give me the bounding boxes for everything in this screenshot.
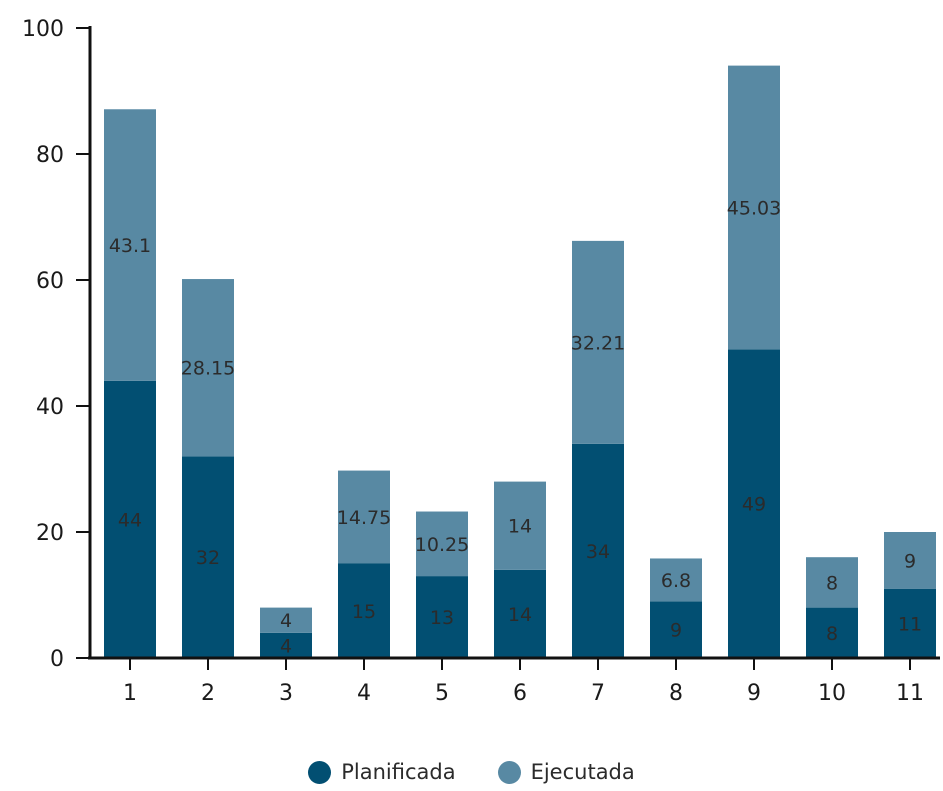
- data-label-ejecutada-2: 28.15: [181, 358, 235, 380]
- bar-ejecutada-10: [806, 557, 858, 608]
- bar-planificada-9: [728, 349, 780, 658]
- data-label-planificada-3: 4: [280, 635, 292, 657]
- x-tick-label-5: 5: [435, 681, 449, 706]
- bar-ejecutada-2: [182, 279, 234, 457]
- y-tick-label-20: 20: [36, 521, 64, 546]
- data-label-ejecutada-9: 45.03: [727, 197, 781, 219]
- x-tick-label-2: 2: [201, 681, 215, 706]
- x-tick-label-8: 8: [669, 681, 683, 706]
- bar-planificada-10: [806, 607, 858, 658]
- x-tick-label-1: 1: [123, 681, 137, 706]
- bar-ejecutada-5: [416, 511, 468, 577]
- data-label-planificada-1: 44: [118, 509, 142, 531]
- bar-ejecutada-9: [728, 65, 780, 350]
- y-tick-label-0: 0: [50, 647, 64, 672]
- bar-planificada-4: [338, 563, 390, 658]
- x-tick-label-9: 9: [747, 681, 761, 706]
- legend-label-planificada: Planificada: [341, 760, 456, 784]
- data-label-ejecutada-5: 10.25: [415, 534, 469, 556]
- legend-label-ejecutada: Ejecutada: [530, 760, 635, 784]
- data-label-planificada-4: 15: [352, 601, 376, 623]
- bar-ejecutada-8: [650, 558, 702, 602]
- legend-swatch-ejecutada: [497, 760, 521, 784]
- bar-planificada-6: [494, 569, 546, 658]
- x-tick-label-10: 10: [818, 681, 846, 706]
- y-tick-label-100: 100: [22, 17, 64, 42]
- bar-planificada-5: [416, 576, 468, 658]
- data-label-ejecutada-10: 8: [826, 572, 838, 594]
- data-label-planificada-10: 8: [826, 623, 838, 645]
- data-label-planificada-8: 9: [670, 620, 682, 642]
- bar-ejecutada-3: [260, 607, 312, 633]
- x-tick-label-11: 11: [896, 681, 924, 706]
- data-label-planificada-7: 34: [586, 541, 610, 563]
- data-label-ejecutada-11: 9: [904, 550, 916, 572]
- legend: Planificada Ejecutada: [0, 760, 943, 784]
- x-tick-label-3: 3: [279, 681, 293, 706]
- data-label-ejecutada-8: 6.8: [661, 570, 691, 592]
- data-label-planificada-9: 49: [742, 494, 766, 516]
- bar-planificada-3: [260, 632, 312, 658]
- data-label-planificada-11: 11: [898, 613, 922, 635]
- bar-ejecutada-7: [572, 240, 624, 444]
- bar-planificada-2: [182, 456, 234, 658]
- data-label-ejecutada-1: 43.1: [109, 235, 151, 257]
- legend-item-ejecutada: Ejecutada: [497, 760, 635, 784]
- bar-planificada-7: [572, 443, 624, 658]
- x-tick-label-6: 6: [513, 681, 527, 706]
- legend-item-planificada: Planificada: [308, 760, 456, 784]
- x-tick-label-4: 4: [357, 681, 371, 706]
- legend-swatch-planificada: [308, 760, 332, 784]
- bar-planificada-8: [650, 601, 702, 658]
- data-label-planificada-2: 32: [196, 547, 220, 569]
- y-tick-label-80: 80: [36, 143, 64, 168]
- y-tick-label-60: 60: [36, 269, 64, 294]
- bar-planificada-11: [884, 588, 936, 658]
- data-label-ejecutada-4: 14.75: [337, 507, 391, 529]
- y-tick-label-40: 40: [36, 395, 64, 420]
- data-label-planificada-5: 13: [430, 607, 454, 629]
- data-label-planificada-6: 14: [508, 604, 532, 626]
- x-tick-label-7: 7: [591, 681, 605, 706]
- bar-ejecutada-11: [884, 532, 936, 589]
- bar-ejecutada-1: [104, 109, 156, 381]
- data-label-ejecutada-3: 4: [280, 610, 292, 632]
- data-label-ejecutada-7: 32.21: [571, 332, 625, 354]
- bar-ejecutada-6: [494, 481, 546, 570]
- bar-planificada-1: [104, 380, 156, 658]
- bar-ejecutada-4: [338, 470, 390, 564]
- data-label-ejecutada-6: 14: [508, 516, 532, 538]
